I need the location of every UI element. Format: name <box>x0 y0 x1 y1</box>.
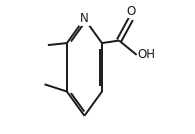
Text: O: O <box>126 5 136 18</box>
Text: OH: OH <box>137 48 155 61</box>
Text: N: N <box>80 12 89 25</box>
